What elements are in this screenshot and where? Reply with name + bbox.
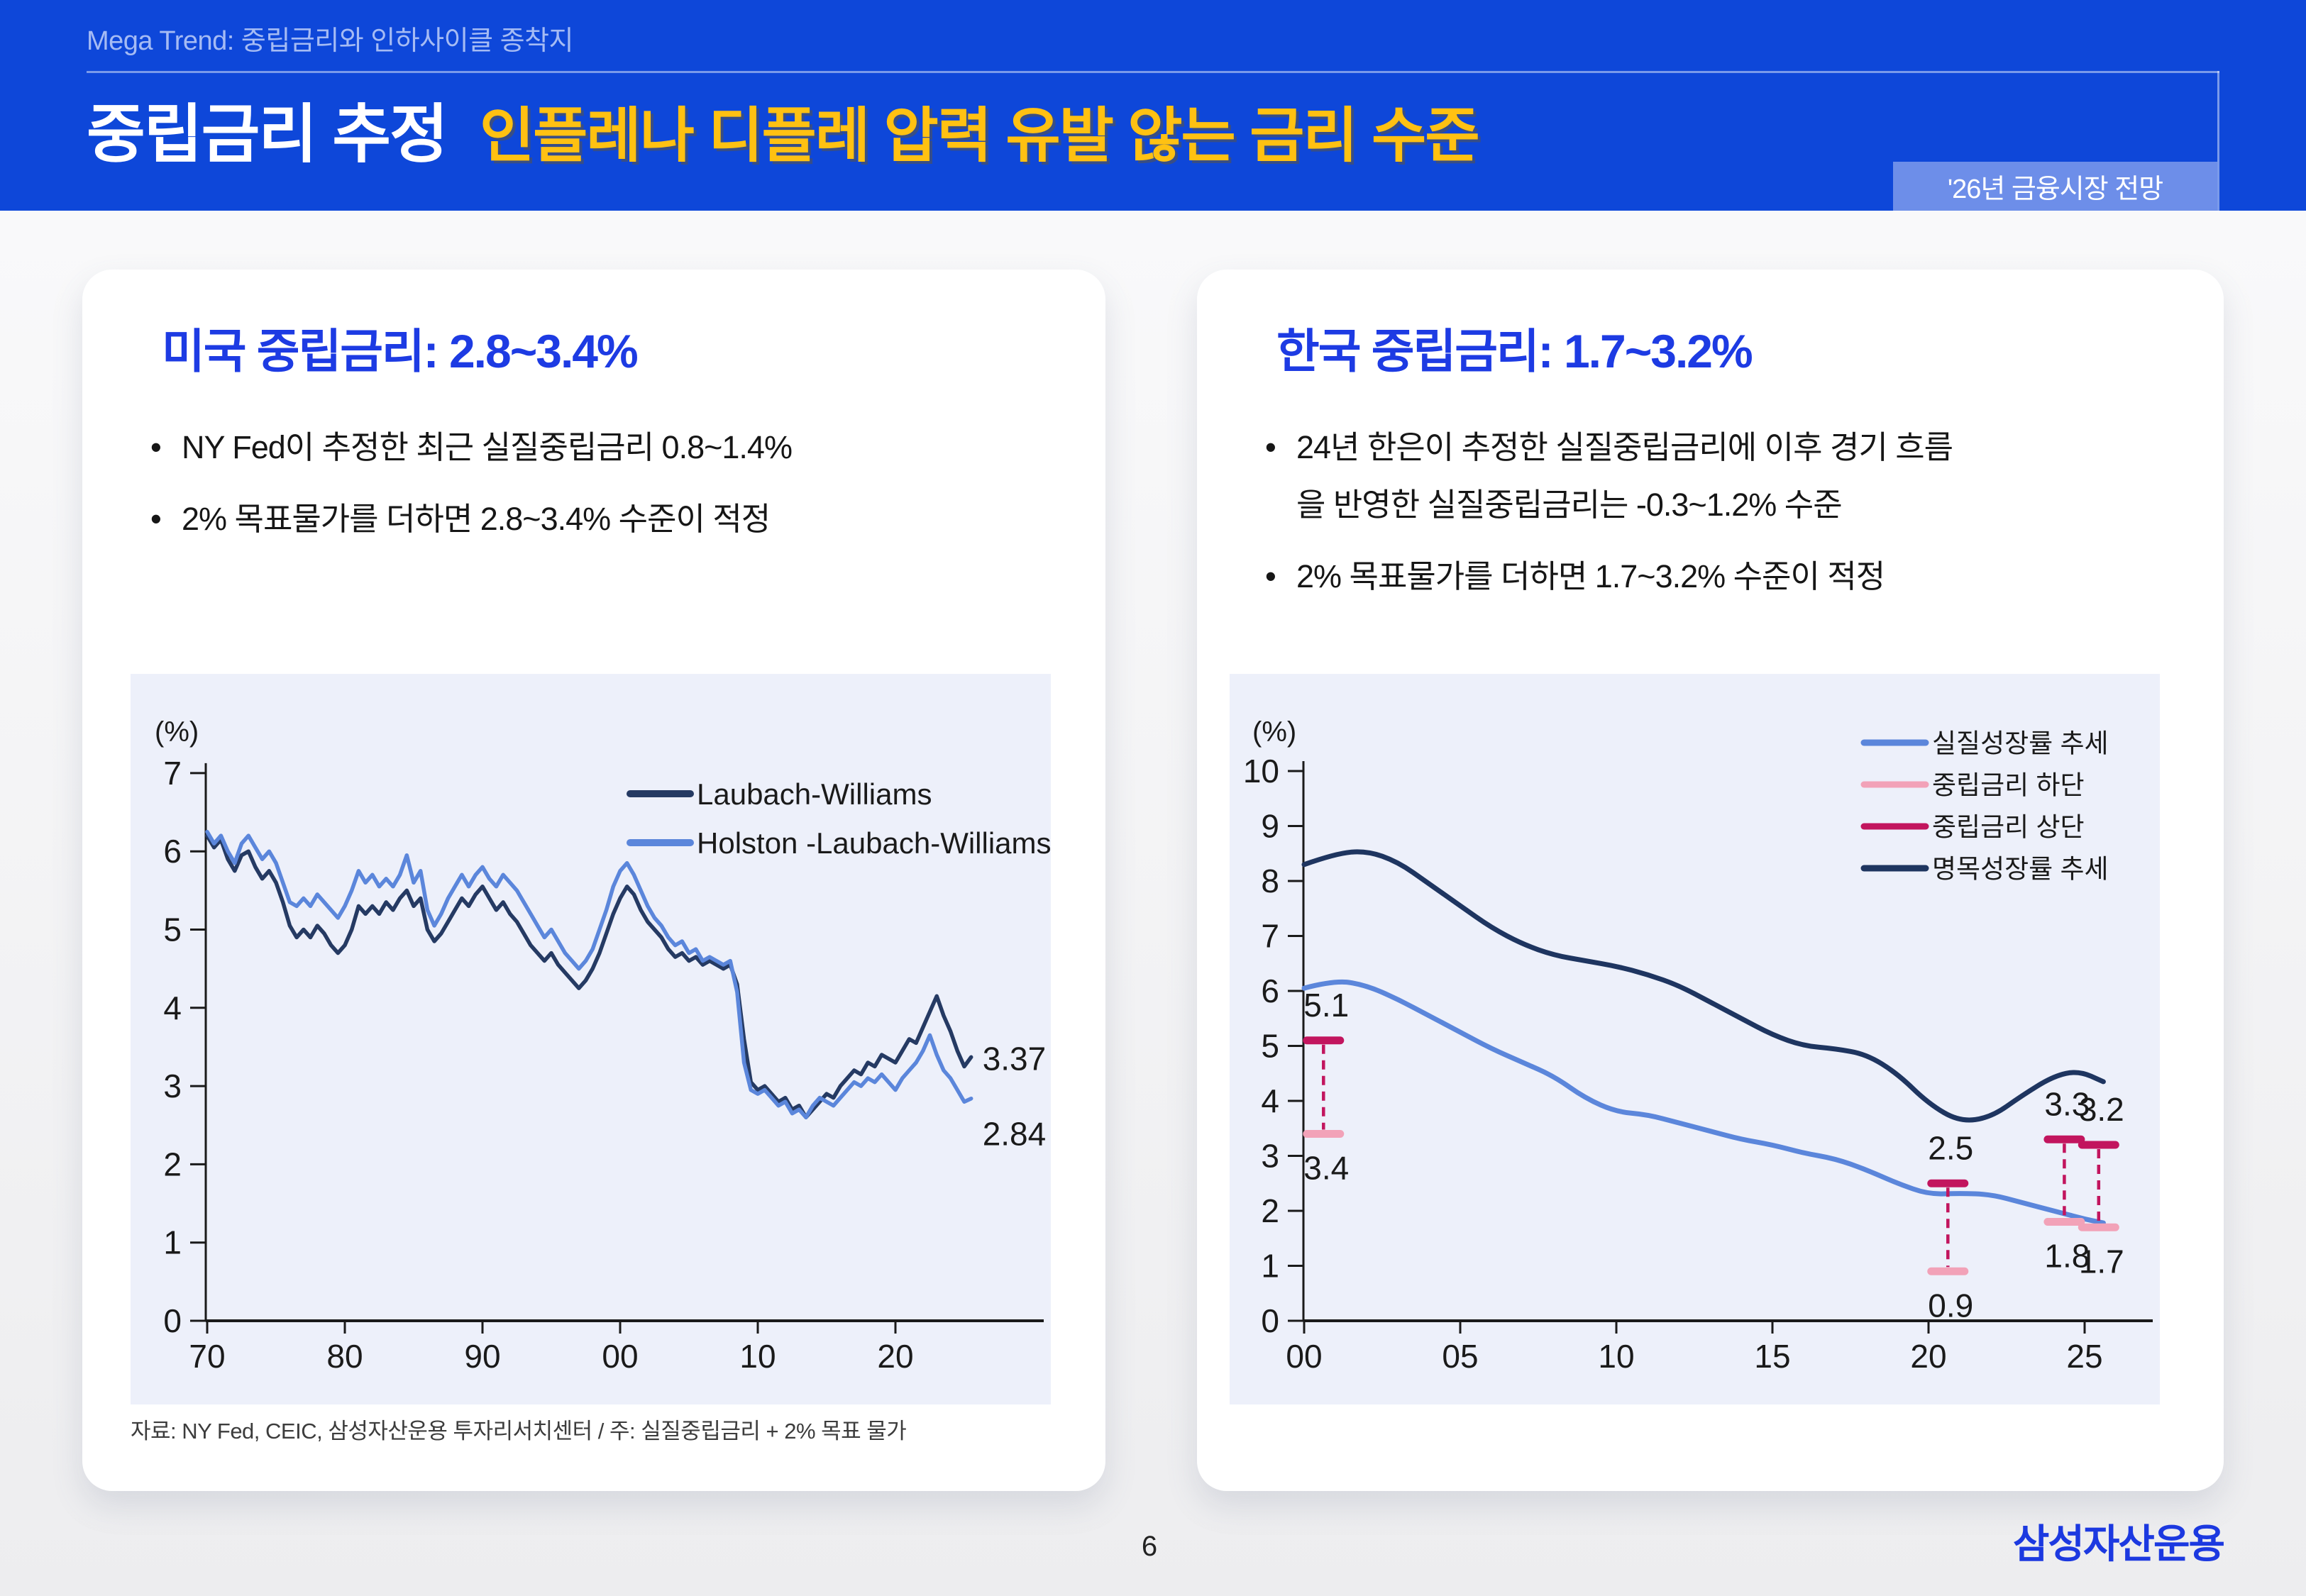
- svg-text:7: 7: [163, 755, 182, 792]
- kr-neutral-rate-card: 한국 중립금리: 1.7~3.2% • 24년 한은이 추정한 실질중립금리에 …: [1197, 270, 2224, 1491]
- svg-text:1.8: 1.8: [2044, 1238, 2090, 1275]
- bullet-indent: [1265, 489, 1296, 521]
- svg-text:80: 80: [326, 1338, 363, 1375]
- svg-text:00: 00: [1286, 1338, 1322, 1375]
- svg-text:6: 6: [163, 833, 182, 870]
- title-bar: 중립금리 추정 인플레나 디플레 압력 유발 않는 금리 수준: [87, 82, 1480, 174]
- svg-text:2.84: 2.84: [983, 1116, 1047, 1153]
- page-title: 중립금리 추정: [87, 99, 448, 170]
- svg-text:5.1: 5.1: [1303, 987, 1349, 1024]
- svg-text:9: 9: [1261, 808, 1279, 845]
- svg-text:Holston -Laubach-Williams: Holston -Laubach-Williams: [697, 826, 1051, 860]
- svg-text:명목성장률 추세: 명목성장률 추세: [1932, 854, 2109, 883]
- us-neutral-rate-card: 미국 중립금리: 2.8~3.4% • NY Fed이 추정한 최근 실질중립금…: [82, 270, 1105, 1491]
- source-note: 자료: NY Fed, CEIC, 삼성자산운용 투자리서치센터 / 주: 실질…: [131, 1419, 907, 1443]
- svg-text:90: 90: [464, 1338, 500, 1375]
- bullet-dot: •: [150, 429, 162, 465]
- svg-text:20: 20: [1910, 1338, 1946, 1375]
- us-neutral-rate-chart: (%) 0 1 2 3 4 5 6 7 70 80 90 00 10 20 3.37 2.84 Laubach-W…: [155, 716, 1051, 1375]
- company-logo: 삼성자산운용: [2012, 1522, 2225, 1566]
- kr-neutral-rate-chart: (%) 0 1 2 3 4 5 6 7 8 9 10 00 05 10 15 20 25 5.1 3.4 2.5 0.9 3…: [1243, 716, 2153, 1375]
- page-number: 6: [1141, 1531, 1158, 1562]
- svg-text:05: 05: [1442, 1338, 1478, 1375]
- list-item: • NY Fed이 추정한 최근 실질중립금리 0.8~1.4%: [150, 431, 1063, 463]
- us-card-bullets: • NY Fed이 추정한 최근 실질중립금리 0.8~1.4% • 2% 목표…: [150, 431, 1063, 575]
- list-item: • 24년 한은이 추정한 실질중립금리에 이후 경기 흐름: [1265, 431, 2181, 463]
- bullet-text: 2% 목표물가를 더하면 2.8~3.4% 수준이 적정: [182, 501, 771, 537]
- svg-text:3: 3: [163, 1068, 182, 1104]
- header-divider-vertical: [2217, 71, 2219, 211]
- svg-text:70: 70: [189, 1338, 225, 1375]
- breadcrumb: Mega Trend: 중립금리와 인하사이클 종착지: [87, 26, 574, 56]
- svg-text:00: 00: [602, 1338, 638, 1375]
- svg-text:20: 20: [877, 1338, 913, 1375]
- svg-text:1.7: 1.7: [2079, 1243, 2124, 1280]
- svg-text:(%): (%): [1252, 716, 1296, 748]
- svg-text:10: 10: [1243, 753, 1279, 789]
- svg-text:25: 25: [2066, 1338, 2102, 1375]
- header: Mega Trend: 중립금리와 인하사이클 종착지 중립금리 추정 인플레나…: [0, 0, 2306, 211]
- header-divider: [87, 71, 2219, 73]
- list-item-continued: 을 반영한 실질중립금리는 -0.3~1.2% 수준: [1265, 489, 2181, 521]
- kr-chart-panel: (%) 0 1 2 3 4 5 6 7 8 9 10 00 05 10 15 20 25 5.1 3.4 2.5 0.9 3…: [1230, 674, 2160, 1404]
- svg-text:0: 0: [163, 1302, 182, 1339]
- svg-text:실질성장률 추세: 실질성장률 추세: [1932, 728, 2109, 758]
- svg-text:15: 15: [1754, 1338, 1790, 1375]
- svg-text:0: 0: [1261, 1302, 1279, 1339]
- bullet-text: NY Fed이 추정한 최근 실질중립금리 0.8~1.4%: [182, 429, 793, 465]
- page-subtitle: 인플레나 디플레 압력 유발 않는 금리 수준: [479, 102, 1480, 169]
- svg-text:2: 2: [163, 1146, 182, 1182]
- svg-text:Laubach-Williams: Laubach-Williams: [697, 777, 932, 811]
- svg-text:10: 10: [739, 1338, 776, 1375]
- bullet-text: 을 반영한 실질중립금리는 -0.3~1.2% 수준: [1296, 487, 1843, 523]
- bullet-text: 24년 한은이 추정한 실질중립금리에 이후 경기 흐름: [1296, 429, 1953, 465]
- svg-text:2.5: 2.5: [1928, 1129, 1973, 1166]
- svg-text:3.3: 3.3: [2044, 1085, 2090, 1122]
- svg-text:1: 1: [1261, 1248, 1279, 1285]
- svg-text:4: 4: [163, 990, 182, 1026]
- svg-text:3: 3: [1261, 1138, 1279, 1175]
- svg-text:7: 7: [1261, 918, 1279, 955]
- bullet-dot: •: [1265, 429, 1276, 465]
- svg-text:중립금리 상단: 중립금리 상단: [1932, 812, 2085, 841]
- svg-text:5: 5: [1261, 1028, 1279, 1065]
- svg-text:8: 8: [1261, 863, 1279, 899]
- bullet-dot: •: [150, 501, 162, 537]
- kr-card-bullets: • 24년 한은이 추정한 실질중립금리에 이후 경기 흐름 을 반영한 실질중…: [1265, 431, 2181, 632]
- svg-text:3.2: 3.2: [2079, 1091, 2124, 1128]
- list-item: • 2% 목표물가를 더하면 1.7~3.2% 수준이 적정: [1265, 560, 2181, 592]
- svg-text:1: 1: [163, 1224, 182, 1261]
- svg-text:2: 2: [1261, 1192, 1279, 1229]
- svg-text:3.37: 3.37: [983, 1040, 1047, 1077]
- kr-card-title: 한국 중립금리: 1.7~3.2%: [1276, 325, 1753, 377]
- svg-text:0.9: 0.9: [1928, 1287, 1973, 1324]
- svg-text:중립금리 하단: 중립금리 하단: [1932, 770, 2085, 799]
- svg-text:(%): (%): [155, 716, 199, 748]
- bullet-text: 2% 목표물가를 더하면 1.7~3.2% 수준이 적정: [1296, 558, 1885, 594]
- us-chart-panel: (%) 0 1 2 3 4 5 6 7 70 80 90 00 10 20 3.37 2.84 Laubach-W…: [131, 674, 1051, 1404]
- report-badge: '26년 금융시장 전망: [1893, 162, 2217, 211]
- bullet-dot: •: [1265, 558, 1276, 594]
- svg-text:10: 10: [1598, 1338, 1634, 1375]
- svg-text:3.4: 3.4: [1303, 1150, 1349, 1187]
- svg-text:4: 4: [1261, 1082, 1279, 1119]
- svg-text:5: 5: [163, 911, 182, 948]
- list-item: • 2% 목표물가를 더하면 2.8~3.4% 수준이 적정: [150, 503, 1063, 535]
- us-card-title: 미국 중립금리: 2.8~3.4%: [162, 325, 639, 377]
- svg-text:6: 6: [1261, 972, 1279, 1009]
